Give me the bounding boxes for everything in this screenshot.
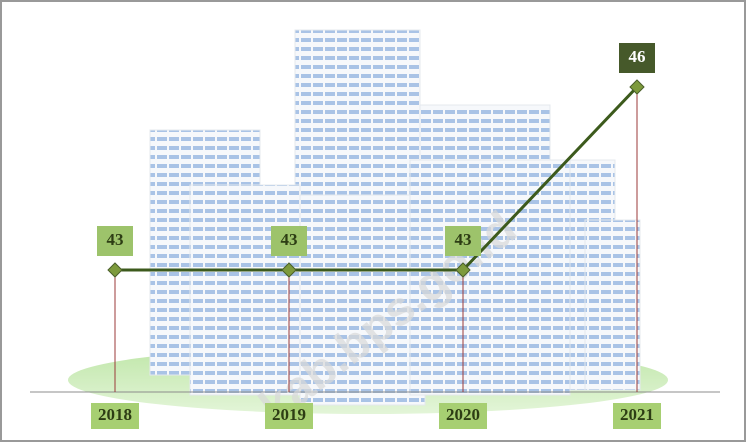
point [629, 79, 645, 95]
x-tick-label: 2018 [98, 405, 132, 424]
value-label-box [445, 226, 481, 256]
value-label-box [619, 43, 655, 73]
x-label-box [265, 403, 313, 429]
line [115, 85, 639, 272]
value-label-box [97, 226, 133, 256]
value-label: 46 [629, 47, 646, 66]
x-tick-label: 2020 [446, 405, 480, 424]
x-tick-label: 2019 [272, 405, 306, 424]
value-label-box [271, 226, 307, 256]
value-label: 43 [281, 230, 298, 249]
value-label: 43 [455, 230, 472, 249]
point [455, 262, 471, 278]
x-label-box [91, 403, 139, 429]
value-label: 43 [107, 230, 124, 249]
x-tick-label: 2021 [620, 405, 654, 424]
x-label-box [439, 403, 487, 429]
point [281, 262, 297, 278]
x-label-box [613, 403, 661, 429]
background-illustration [68, 29, 668, 414]
point [107, 262, 123, 278]
